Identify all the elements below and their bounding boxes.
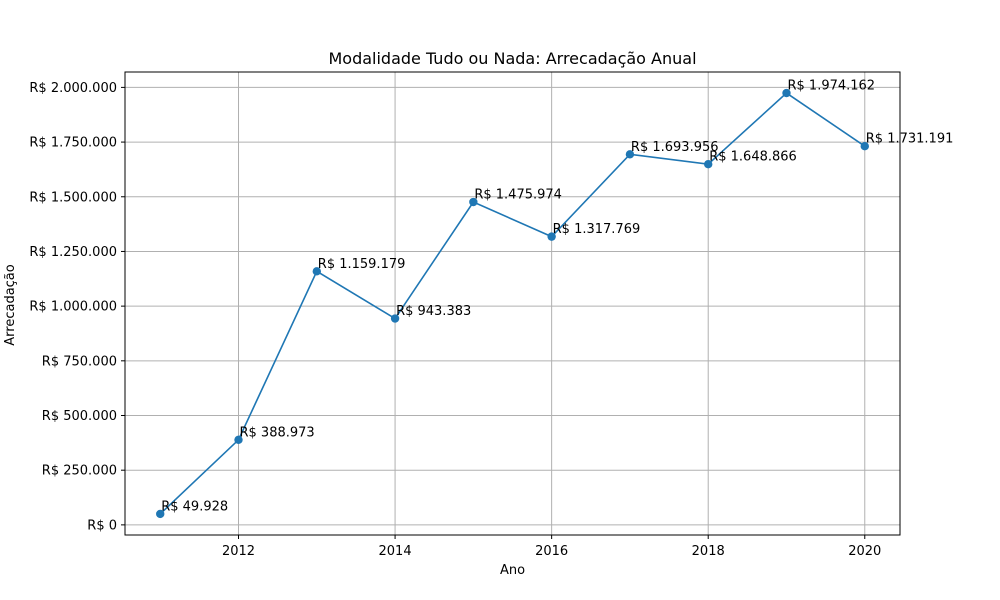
series-layer [156,88,869,519]
y-tick-label: R$ 250.000 [42,464,117,479]
grid-layer [125,72,900,535]
data-point [860,141,869,151]
data-point [704,160,713,169]
data-label: R$ 943.383 [396,304,471,319]
x-tick-label: 2014 [379,544,412,559]
y-tick-label: R$ 0 [87,518,117,533]
x-axis-title: Ano [500,563,525,578]
x-tick-label: 2012 [222,544,255,559]
x-tick-label: 2018 [692,544,725,559]
chart-title: Modalidade Tudo ou Nada: Arrecadação Anu… [328,49,696,68]
y-tick-label: R$ 1.500.000 [29,190,117,205]
data-label: R$ 1.648.866 [709,150,797,165]
data-labels-layer: R$ 49.928 R$ 388.973 R$ 1.159.179 R$ 943.38… [161,79,953,515]
series-line [159,92,866,515]
data-label: R$ 1.693.956 [631,140,719,155]
y-tick-label: R$ 1.750.000 [29,136,117,151]
data-label: R$ 388.973 [240,425,315,440]
y-tick-label: R$ 500.000 [42,409,117,424]
data-label: R$ 1.317.769 [553,222,641,237]
data-label: R$ 1.159.179 [318,257,406,272]
axes-layer: 2012 2014 2016 2018 2020 R$ 0 R$ 250.000 R$ 500… [29,71,901,559]
data-label: R$ 1.974.162 [787,79,875,94]
data-point [312,267,321,276]
y-tick-label: R$ 750.000 [42,354,117,369]
data-point [156,509,165,519]
data-point [547,232,556,241]
plot-frame [124,71,901,536]
data-label: R$ 1.475.974 [474,188,562,203]
data-point [469,197,478,207]
y-tick-label: R$ 1.250.000 [29,245,117,260]
y-tick-label: R$ 1.000.000 [29,300,117,315]
x-tick-label: 2016 [535,544,568,559]
data-point [625,150,635,159]
y-tick-label: R$ 2.000.000 [29,81,117,96]
y-axis-title: Arrecadação [3,264,18,346]
x-tick-label: 2020 [848,544,881,559]
data-point [390,314,400,323]
data-label: R$ 49.928 [161,499,228,514]
data-point [782,88,791,98]
data-label: R$ 1.731.191 [866,132,954,147]
data-point [234,435,243,444]
